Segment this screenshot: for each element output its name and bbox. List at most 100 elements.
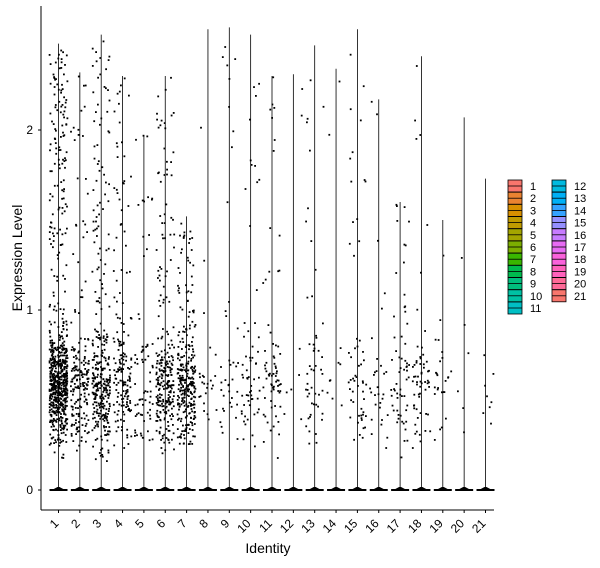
data-point [60, 413, 62, 415]
data-point [305, 220, 307, 223]
data-point [77, 430, 80, 433]
data-point [66, 389, 69, 392]
data-point [51, 195, 54, 198]
data-point [50, 442, 52, 445]
data-point [50, 408, 53, 411]
data-point [163, 417, 166, 420]
data-point [178, 292, 181, 294]
data-point [58, 167, 61, 170]
data-point [60, 91, 62, 94]
data-point [183, 331, 186, 333]
data-point [113, 110, 116, 113]
data-point [161, 374, 164, 377]
data-point [87, 360, 90, 362]
data-point [158, 353, 161, 356]
data-point [180, 363, 182, 366]
data-point [179, 390, 181, 393]
data-point [348, 352, 350, 354]
data-point [63, 393, 66, 396]
data-point [51, 344, 54, 347]
data-point [102, 391, 105, 393]
data-point [193, 406, 196, 409]
data-point [349, 379, 352, 381]
data-point [275, 344, 277, 347]
data-point [117, 349, 120, 351]
data-point [321, 412, 324, 415]
data-point [74, 366, 77, 369]
data-point [206, 382, 209, 385]
data-point [86, 372, 88, 375]
data-point [55, 367, 57, 370]
data-point [65, 151, 68, 154]
data-point [83, 392, 86, 395]
data-point [149, 414, 151, 417]
data-point [162, 237, 164, 240]
data-point [147, 355, 150, 358]
data-point [158, 387, 161, 390]
data-point [411, 447, 414, 449]
data-point [171, 407, 173, 410]
data-point [395, 272, 398, 274]
data-point [160, 394, 163, 396]
data-point [55, 370, 57, 373]
data-point [126, 384, 129, 387]
data-point [103, 367, 106, 370]
data-point [370, 100, 373, 103]
data-point [114, 374, 116, 377]
data-point [57, 57, 60, 60]
data-point [309, 79, 312, 82]
data-point [123, 420, 125, 422]
data-point [72, 356, 75, 358]
data-point [120, 322, 123, 324]
data-point [105, 378, 108, 381]
data-point [127, 205, 130, 207]
data-point [126, 390, 129, 393]
data-point [422, 353, 425, 356]
data-point [418, 433, 421, 436]
data-point [403, 395, 406, 397]
data-point [398, 371, 401, 373]
data-point [101, 406, 104, 408]
data-point [64, 363, 67, 365]
data-point [222, 407, 224, 410]
data-point [55, 390, 58, 392]
x-tick-label: 3 [90, 516, 105, 531]
data-point [52, 246, 54, 249]
data-point [129, 410, 131, 413]
data-point [64, 404, 67, 407]
data-point [54, 386, 57, 389]
data-point [183, 400, 186, 402]
data-point [172, 395, 175, 397]
data-point [57, 361, 60, 364]
data-point [172, 384, 175, 387]
data-point [97, 300, 100, 303]
data-point [360, 363, 362, 366]
data-point [160, 439, 162, 441]
data-point [101, 402, 103, 405]
data-point [96, 227, 98, 230]
data-point [59, 351, 61, 354]
data-point [52, 378, 55, 381]
data-point [77, 385, 79, 388]
data-point [97, 331, 99, 333]
data-point [423, 366, 425, 369]
data-point [187, 315, 190, 318]
data-point [121, 398, 123, 401]
data-point [183, 234, 186, 237]
data-point [397, 414, 400, 416]
legend-label: 9 [530, 279, 536, 291]
data-point [277, 390, 280, 392]
data-point [59, 347, 61, 349]
data-point [192, 372, 195, 375]
data-point [113, 187, 116, 189]
data-point [83, 105, 86, 108]
data-point [122, 341, 125, 344]
data-point [55, 375, 57, 378]
data-point [243, 322, 246, 324]
data-point [159, 418, 162, 421]
data-point [273, 356, 276, 359]
data-point [57, 372, 60, 375]
data-point [101, 414, 104, 417]
data-point [85, 440, 87, 443]
data-point [189, 261, 191, 264]
